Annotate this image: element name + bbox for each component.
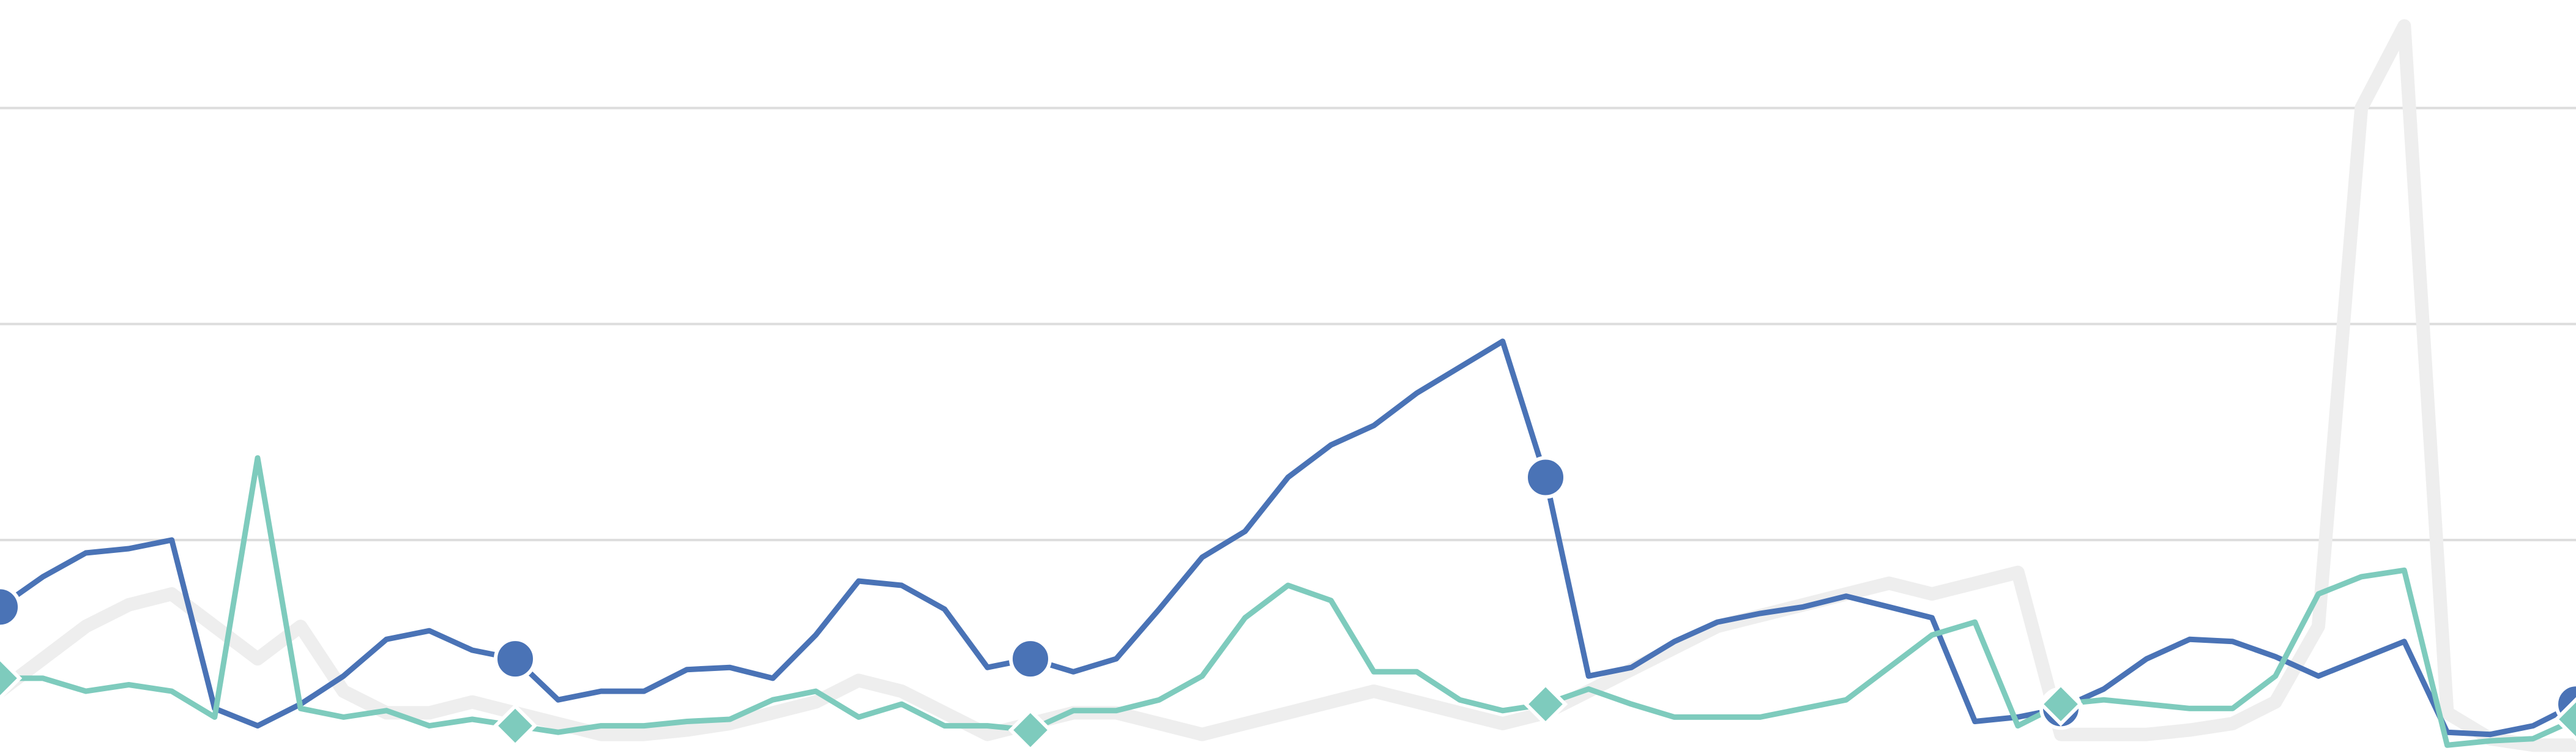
background-line: [0, 19, 2576, 752]
series-line: [0, 338, 2576, 738]
marker: [1008, 708, 1053, 752]
marker: [1523, 682, 1568, 727]
marker: [2038, 682, 2083, 727]
marker: [493, 703, 538, 748]
marker: [0, 585, 21, 629]
marker: [2553, 697, 2576, 742]
marker: [1009, 637, 1052, 681]
series-line: [0, 455, 2576, 748]
marker: [494, 637, 537, 681]
marker: [0, 656, 23, 701]
marker: [1524, 456, 1567, 499]
